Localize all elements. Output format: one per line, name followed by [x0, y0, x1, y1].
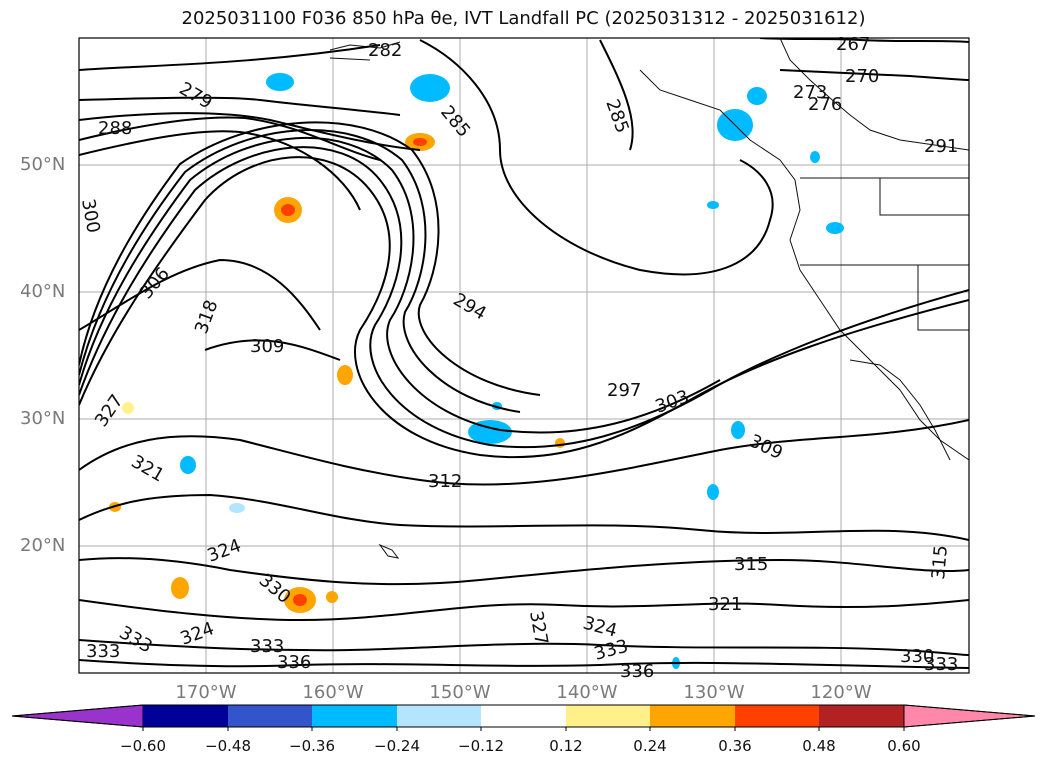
colorbar-segment [228, 705, 312, 727]
contour-label: 324 [581, 613, 620, 642]
contour-label: 273 [793, 82, 827, 103]
lon-label: 130°W [683, 682, 745, 703]
contour-label: 288 [98, 118, 132, 139]
colorbar-tick-label: 0.48 [802, 737, 836, 755]
colorbar-tick-label: −0.24 [374, 737, 420, 755]
contour-label: 270 [845, 66, 879, 87]
contour-label: 303 [653, 386, 692, 417]
colorbar-segment [650, 705, 735, 727]
contour-label: 309 [250, 336, 284, 357]
contour-label: 285 [436, 102, 474, 142]
colorbar-tick-label: 0.60 [887, 737, 921, 755]
colorbar-tick-label: −0.60 [120, 737, 166, 755]
contour-label: 330 [900, 646, 934, 667]
colorbar-segment [397, 705, 481, 727]
colorbar-extend-low [11, 704, 144, 728]
lat-label: 30°N [20, 408, 66, 429]
contour-label: 297 [607, 380, 641, 401]
contour-label: 300 [77, 197, 104, 234]
contour-label: 321 [128, 451, 168, 486]
contour-label: 315 [734, 554, 768, 575]
lat-label: 40°N [20, 281, 66, 302]
colorbar-tick-label: −0.48 [205, 737, 251, 755]
gridlines [79, 38, 969, 673]
contour-label: 309 [746, 430, 786, 464]
contour-label: 267 [836, 34, 870, 55]
contour-label: 315 [928, 544, 952, 580]
lat-label: 20°N [20, 535, 66, 556]
contour-label: 333 [86, 641, 120, 662]
lon-label: 160°W [302, 682, 364, 703]
contour-label: 336 [277, 652, 311, 673]
colorbar-segment [481, 705, 566, 727]
colorbar-segment [312, 705, 397, 727]
lon-label: 170°W [175, 682, 237, 703]
colorbar-segment [819, 705, 904, 727]
lat-label: 50°N [20, 154, 66, 175]
contour-label: 324 [178, 618, 217, 649]
colorbar-tick-label: −0.12 [458, 737, 504, 755]
map-frame [79, 38, 969, 673]
lon-label: 140°W [556, 682, 618, 703]
contour-label: 333 [250, 636, 284, 657]
contour-label: 276 [808, 94, 842, 115]
contour-label: 327 [91, 391, 128, 431]
colorbar-segment [735, 705, 819, 727]
contour-label: 312 [428, 471, 462, 492]
colorbar-segment [566, 705, 650, 727]
theta-e-contours [79, 38, 969, 669]
colorbar-extend-high [903, 704, 1036, 728]
contour-label: 279 [176, 78, 216, 113]
contour-label: 336 [620, 661, 654, 682]
colorbar-tick-label: 0.24 [633, 737, 667, 755]
contour-label: 291 [924, 136, 958, 157]
colorbar-tick-label: 0.12 [549, 737, 583, 755]
colorbar-tick-label: −0.36 [289, 737, 335, 755]
lon-label: 120°W [810, 682, 872, 703]
coastlines [329, 38, 969, 559]
contour-label: 321 [708, 594, 742, 615]
map-border [78, 37, 970, 674]
contour-labels: 282 267 270 279 288 285 285 273 276 291 … [77, 34, 958, 682]
lon-label: 150°W [429, 682, 491, 703]
map-title: 2025031100 F036 850 hPa θe, IVT Landfall… [181, 8, 866, 29]
contour-label: 318 [191, 297, 222, 336]
colorbar-tick-label: 0.36 [718, 737, 752, 755]
colorbar-segment [143, 705, 228, 727]
contour-label: 333 [924, 654, 958, 675]
contour-label: 327 [525, 609, 552, 646]
contour-label: 324 [205, 535, 244, 566]
contour-label: 282 [368, 40, 402, 61]
contour-label: 333 [116, 622, 156, 657]
colorbar [11, 704, 1036, 731]
contour-label: 294 [450, 289, 490, 324]
